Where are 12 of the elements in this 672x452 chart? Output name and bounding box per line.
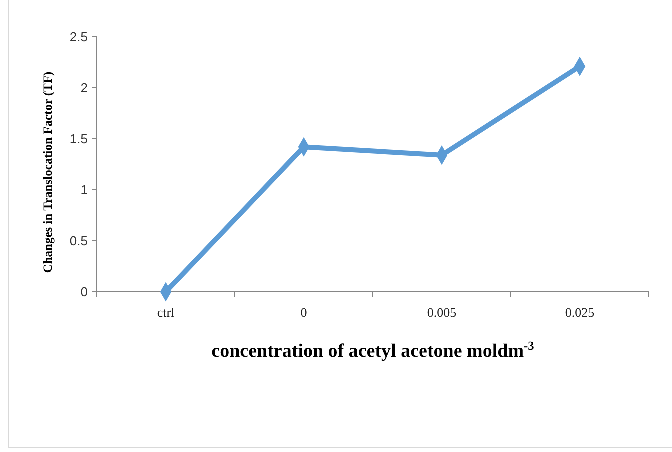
y-tick-label: 2.5	[70, 30, 88, 45]
y-tick-label: 1.5	[70, 132, 88, 147]
y-axis-title: Changes in Translocation Factor (TF)	[41, 72, 55, 274]
y-tick-label: 2	[80, 80, 88, 96]
x-tick-label: 0.025	[565, 305, 595, 320]
x-tick-label: 0	[300, 305, 308, 320]
x-tick-label: 0.005	[427, 305, 457, 320]
y-tick-label: 0	[80, 284, 88, 300]
y-tick-label: 1	[80, 182, 88, 198]
x-axis-title: concentration of acetyl acetone moldm$^{-3}$	[212, 339, 534, 362]
x-tick-label: ctrl	[157, 305, 176, 320]
y-tick-label: 0.5	[70, 234, 88, 249]
